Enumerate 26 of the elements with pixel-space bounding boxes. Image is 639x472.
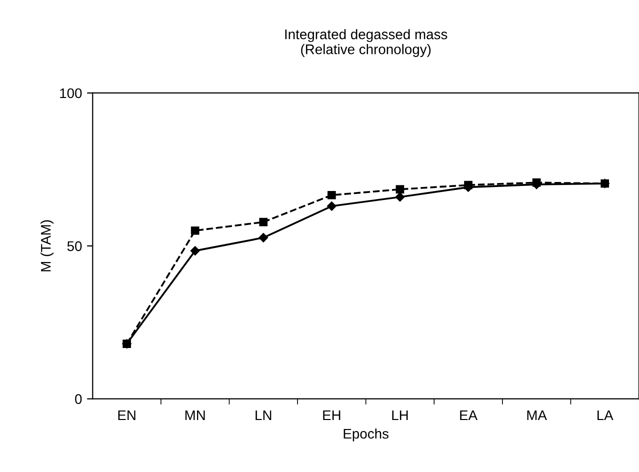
point [395,192,405,202]
y-tick-label: 100 [60,88,82,98]
point [328,190,336,200]
y-tick-label: 0 [75,394,82,404]
x-tick-label: LA [598,410,614,420]
point [532,178,541,187]
chart-title: Integrated degassed mass (Relative chronology) [285,29,448,57]
point [600,179,610,188]
point [464,180,472,190]
x-tick-label: MN [185,410,205,420]
point [190,246,200,256]
point [258,233,268,242]
x-tick-label: LN [256,410,272,420]
point [190,226,200,235]
x-tick-label: EN [118,410,136,420]
x-tick-label: EA [460,410,478,420]
y-axis-title: M (TAM) [40,220,54,272]
x-tick-label: EH [323,410,340,420]
point [396,185,404,194]
x-tick-label: MA [527,410,547,420]
point [327,202,336,211]
x-tick-label: LH [392,410,408,420]
point [122,340,131,348]
x-axis-title: Epochs [344,428,388,442]
point [259,218,268,226]
y-tick-label: 50 [67,241,82,252]
